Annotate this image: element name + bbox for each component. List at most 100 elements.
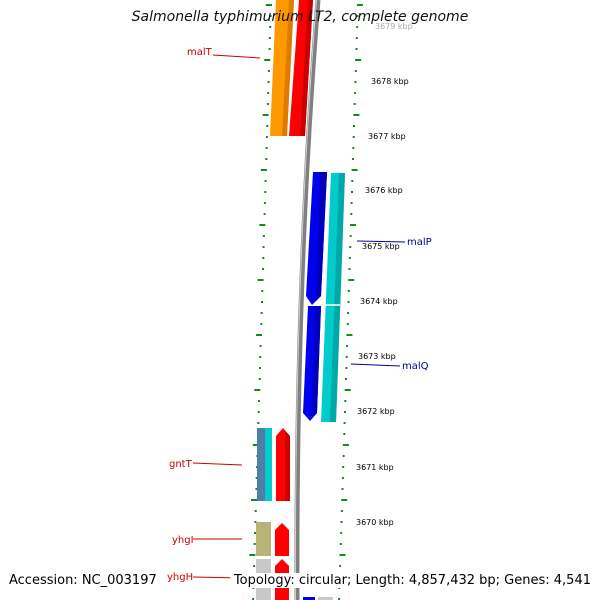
ring-dot — [263, 202, 266, 204]
ring-dot — [348, 268, 351, 270]
ring-dot — [351, 180, 354, 182]
gene-label-yhgI[interactable]: yhgI — [172, 535, 194, 546]
gene-arrow-malT-red-shade — [300, 0, 313, 136]
ring-dot — [267, 70, 270, 72]
ring-dot — [265, 158, 268, 160]
ring-dot — [352, 147, 355, 149]
gene-label-malP[interactable]: malP — [407, 237, 432, 248]
ring-dot — [251, 499, 257, 501]
ring-dot — [350, 202, 353, 204]
ring-dot — [269, 15, 272, 17]
ring-dot — [340, 510, 343, 512]
ring-dot — [339, 565, 342, 567]
ring-dot — [268, 37, 271, 39]
ring-dot — [266, 103, 269, 105]
ring-dot — [339, 543, 342, 545]
gene-label-malQ[interactable]: malQ — [402, 361, 429, 372]
ring-dot — [253, 565, 256, 567]
ring-dot — [258, 400, 260, 402]
ring-dot — [261, 290, 264, 292]
tick-label: 3673 kbp — [358, 352, 396, 361]
ring-dot — [266, 125, 269, 127]
leader-line-gntT — [192, 462, 243, 466]
ring-dot — [346, 345, 349, 347]
ring-dot — [352, 158, 354, 160]
leader-line-malT — [212, 54, 261, 59]
leader-line-malP — [356, 240, 406, 243]
accession-text: Accession: NC_003197 — [9, 573, 160, 588]
ring-dot — [356, 26, 359, 28]
ring-dot — [261, 301, 263, 303]
gene-arrow-malPQ-cyan-shade — [330, 173, 345, 422]
ring-dot — [253, 543, 256, 545]
ring-dot — [344, 389, 351, 391]
ring-dot — [257, 279, 264, 281]
ring-dot — [254, 510, 257, 512]
topology-text: Topology: circular; Length: 4,857,432 bp… — [229, 573, 591, 588]
ring-dot — [354, 70, 357, 72]
ring-dot — [267, 92, 270, 94]
ring-dot — [264, 59, 271, 61]
ring-dot — [258, 378, 261, 380]
gene-block-bottom-blue — [303, 597, 315, 600]
gene-arrow-malT-orange-shade — [282, 0, 294, 136]
ring-dot — [354, 92, 357, 94]
genome-backbone — [294, 0, 321, 600]
ring-dot — [252, 587, 255, 589]
ring-dot — [259, 345, 262, 347]
ring-dot — [347, 301, 350, 303]
ring-dot — [262, 268, 264, 270]
ring-dot — [265, 4, 272, 6]
gene-block-gntT-steel — [257, 428, 265, 501]
ring-dot — [254, 389, 261, 391]
ring-dot — [256, 334, 262, 336]
tick-label: 3672 kbp — [357, 407, 395, 416]
ring-dot — [349, 224, 356, 226]
ring-dot — [259, 367, 261, 369]
ring-dot — [349, 246, 352, 248]
ring-dot — [348, 279, 355, 281]
ring-dot — [351, 169, 358, 171]
ring-dot — [341, 499, 348, 501]
ring-dot — [355, 48, 358, 50]
ring-dot — [355, 37, 358, 39]
ring-dot — [249, 554, 256, 556]
ring-dot — [346, 323, 349, 325]
ring-dot — [339, 554, 346, 556]
ring-dot — [341, 488, 344, 490]
ring-dot — [341, 477, 344, 479]
ring-dot — [262, 235, 265, 237]
ring-dot — [259, 356, 262, 358]
gene-label-gntT[interactable]: gntT — [169, 459, 193, 470]
ring-dot — [262, 257, 265, 259]
ring-dot — [353, 114, 360, 116]
tick-label: 3677 kbp — [368, 132, 406, 141]
ring-dot — [344, 400, 347, 402]
ring-dot — [344, 411, 346, 413]
ring-dot — [260, 169, 267, 171]
ring-dot — [262, 246, 265, 248]
ring-dot — [269, 26, 272, 28]
gene-arrow-malP-blue-shade — [316, 172, 327, 301]
ring-dot — [340, 521, 343, 523]
ring-dot — [259, 224, 266, 226]
tick-label: 3679 kbp — [375, 22, 413, 31]
ring-dot — [260, 323, 263, 325]
gene-label-yhgH[interactable]: yhgH — [167, 572, 193, 583]
ring-dot — [252, 444, 259, 446]
gene-block-yhgI-olive — [256, 522, 271, 556]
ring-dot — [257, 422, 260, 424]
ring-dot — [342, 455, 345, 457]
gene-labels: malT malP malQ gntT yhgI yhgH — [167, 47, 432, 583]
ring-dot — [252, 598, 255, 600]
ring-dot — [260, 312, 263, 314]
ring-dot — [347, 290, 350, 292]
tick-label: 3678 kbp — [371, 77, 409, 86]
ring-dot — [343, 433, 346, 435]
gene-label-malT[interactable]: malT — [187, 47, 213, 58]
ring-dot — [350, 213, 353, 215]
ring-dot — [254, 521, 257, 523]
ring-dot — [338, 598, 341, 600]
ring-dot — [255, 488, 258, 490]
ring-dot — [349, 235, 352, 237]
